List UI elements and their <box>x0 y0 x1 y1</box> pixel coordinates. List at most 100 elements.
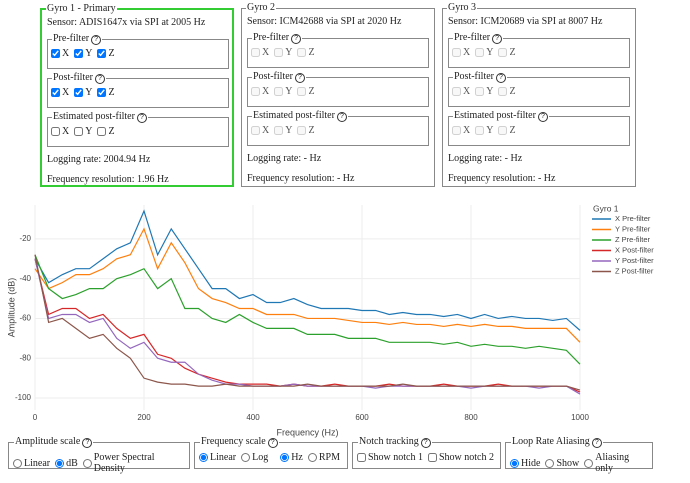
checkbox-option: Z <box>97 126 115 137</box>
help-icon[interactable]: ? <box>537 112 548 122</box>
checkbox[interactable] <box>74 88 84 97</box>
help-icon[interactable]: ? <box>295 73 305 83</box>
checkbox <box>452 126 461 135</box>
control-option: Show notch 1 <box>357 452 423 463</box>
frequency-resolution: Frequency resolution: 1.96 Hz <box>47 174 169 185</box>
control-group: Loop Rate Aliasing? Hide Show Aliasing only <box>505 436 653 474</box>
gyro-panel: Gyro 2 Sensor: ICM42688 via SPI at 2020 H… <box>241 2 435 187</box>
checkbox-option: X <box>51 87 69 98</box>
checkbox-label: Z <box>308 47 315 58</box>
group-label: Estimated post-filter? <box>52 111 148 123</box>
checkbox[interactable] <box>97 88 107 97</box>
radio[interactable] <box>280 453 290 462</box>
help-icon[interactable]: ? <box>82 438 93 448</box>
checkbox-option: X <box>251 47 269 58</box>
gyro-title: Gyro 3 <box>447 2 478 13</box>
help-icon[interactable]: ? <box>136 113 147 123</box>
radio[interactable] <box>241 453 251 462</box>
help-icon[interactable]: ? <box>591 438 602 448</box>
checkbox <box>498 48 508 57</box>
checkbox[interactable] <box>97 49 107 58</box>
option-label: Aliasing only <box>595 452 630 474</box>
radio[interactable] <box>510 458 519 468</box>
options: X Y Z <box>51 48 118 59</box>
control-label: Loop Rate Aliasing? <box>511 436 603 448</box>
checkbox <box>251 126 260 135</box>
group-label-text: Pre-filter <box>53 33 90 44</box>
help-icon[interactable]: ? <box>496 73 506 83</box>
checkbox-label: Y <box>85 87 93 98</box>
checkbox[interactable] <box>428 453 437 462</box>
control-label: Notch tracking? <box>358 436 432 448</box>
help-icon[interactable]: ? <box>291 34 302 44</box>
checkbox[interactable] <box>74 127 84 136</box>
control-option: Log <box>241 452 268 463</box>
checkbox[interactable] <box>74 49 84 58</box>
group-label-text: Estimated post-filter <box>253 110 335 121</box>
control-label-text: Amplitude scale <box>15 436 81 447</box>
checkbox-option: Z <box>97 48 115 59</box>
checkbox-label: Z <box>308 86 315 97</box>
filter-group: Pre-filter? X Y Z <box>247 32 429 68</box>
y-tick-label: -80 <box>19 353 31 362</box>
checkbox-label: Y <box>85 126 93 137</box>
help-icon[interactable]: ? <box>492 34 503 44</box>
filter-group: Estimated post-filter? X Y Z <box>448 110 630 146</box>
options: Show notch 1 Show notch 2 <box>357 452 497 463</box>
radio[interactable] <box>545 458 555 468</box>
options: X Y Z <box>452 125 519 136</box>
help-icon[interactable]: ? <box>95 74 105 84</box>
radio[interactable] <box>82 458 92 468</box>
checkbox <box>297 126 307 135</box>
legend-label: Y Post-filter <box>615 256 654 265</box>
checkbox-label: Y <box>285 125 293 136</box>
radio[interactable] <box>199 453 208 462</box>
control-option: RPM <box>307 452 340 463</box>
radio[interactable] <box>13 458 22 468</box>
option-label: Show notch 1 <box>368 452 423 463</box>
legend-label: Z Post-filter <box>615 266 654 275</box>
checkbox-option: Y <box>274 125 292 136</box>
filter-group: Post-filter? X Y Z <box>47 72 229 108</box>
checkbox[interactable] <box>357 453 366 462</box>
group-label: Post-filter? <box>252 71 306 83</box>
checkbox-label: X <box>62 87 70 98</box>
checkbox <box>251 48 260 57</box>
checkbox-label: Y <box>285 86 293 97</box>
filter-group: Estimated post-filter? X Y Z <box>247 110 429 146</box>
group-label-text: Pre-filter <box>454 32 491 43</box>
option-label: Show notch 2 <box>439 452 494 463</box>
logging-rate: Logging rate: 2004.94 Hz <box>47 154 151 165</box>
checkbox-label: X <box>62 48 70 59</box>
help-icon[interactable]: ? <box>420 438 431 448</box>
checkbox <box>274 87 284 96</box>
legend-label: Y Pre-filter <box>615 224 651 233</box>
help-icon[interactable]: ? <box>267 438 278 448</box>
control-label-text: Frequency scale <box>201 436 266 447</box>
spectrum-chart: 0 200 400 600 800 1000 -20 -40 -60 -80 -100 Frequen… <box>6 203 654 437</box>
checkbox-option: Z <box>498 47 516 58</box>
checkbox-option: X <box>452 86 470 97</box>
checkbox-option: Z <box>297 47 315 58</box>
radio[interactable] <box>307 453 317 462</box>
checkbox-option: X <box>51 48 69 59</box>
radio[interactable] <box>584 458 594 468</box>
group-label: Estimated post-filter? <box>453 110 549 122</box>
radio[interactable] <box>55 458 65 468</box>
frequency-resolution: Frequency resolution: - Hz <box>448 173 556 184</box>
help-icon[interactable]: ? <box>91 35 102 45</box>
checkbox[interactable] <box>51 127 60 136</box>
checkbox-label: X <box>463 47 471 58</box>
checkbox[interactable] <box>97 127 107 136</box>
y-axis-label: Amplitude (dB) <box>6 278 16 338</box>
checkbox-option: Y <box>274 86 292 97</box>
checkbox[interactable] <box>51 88 60 97</box>
help-icon[interactable]: ? <box>336 112 347 122</box>
x-tick-label: 600 <box>355 413 369 422</box>
checkbox <box>274 126 284 135</box>
sensor-info: Sensor: ICM20689 via SPI at 8007 Hz <box>448 16 603 27</box>
checkbox-label: Y <box>285 47 293 58</box>
checkbox[interactable] <box>51 49 60 58</box>
checkbox <box>297 48 307 57</box>
